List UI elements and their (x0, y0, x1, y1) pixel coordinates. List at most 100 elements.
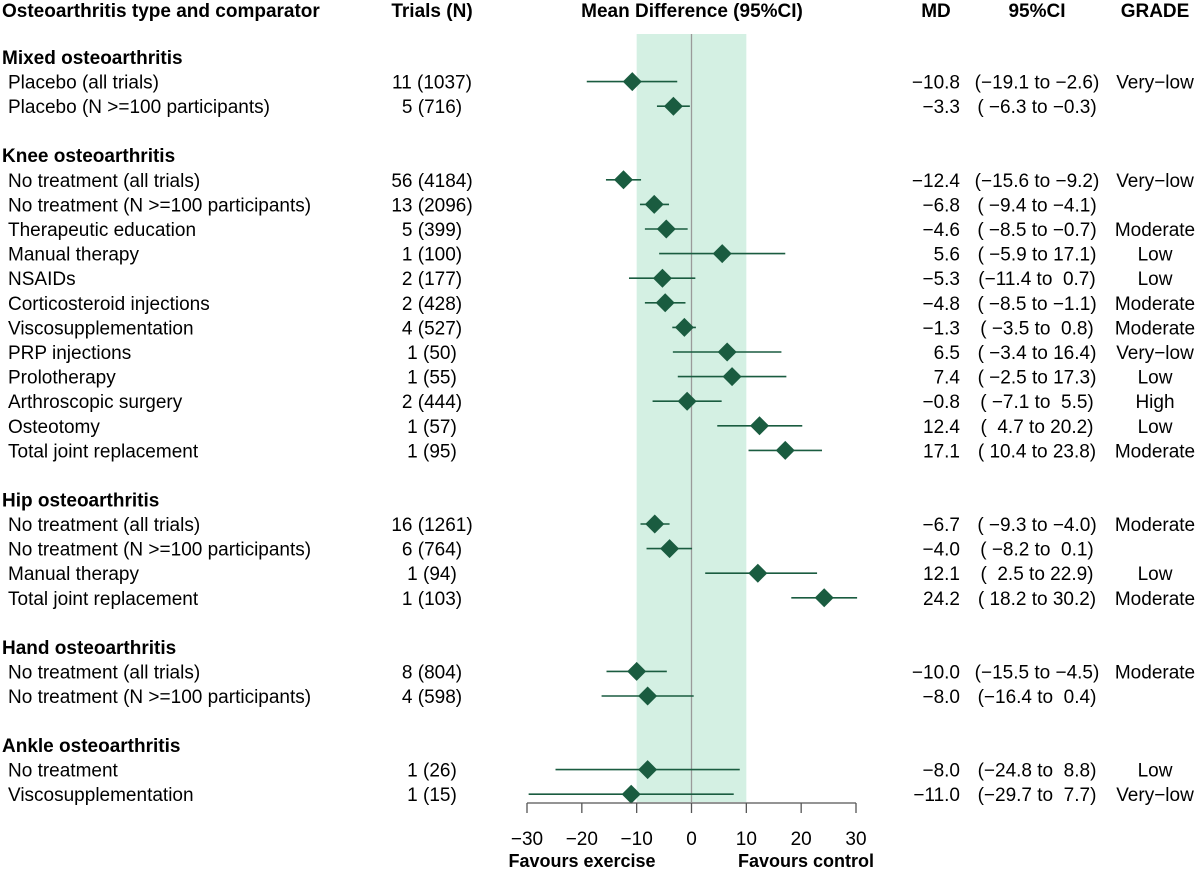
comparator-label: No treatment (N >=100 participants) (8, 687, 311, 708)
md-value: 12.4 (923, 417, 960, 438)
ci-value: ( −8.2 to 0.1) (980, 540, 1094, 561)
md-value: −3.3 (922, 97, 960, 118)
comparator-label: NSAIDs (8, 269, 76, 290)
comparator-label: PRP injections (8, 343, 131, 364)
ci-value: ( 2.5 to 22.9) (980, 564, 1093, 585)
comparator-label: Manual therapy (8, 245, 139, 266)
ci-value: (−16.4 to 0.4) (978, 687, 1097, 708)
ci-value: (−15.6 to −9.2) (975, 171, 1100, 192)
estimate-diamond (674, 317, 694, 337)
estimate-diamond (638, 760, 658, 780)
comparator-label: Manual therapy (8, 564, 139, 585)
md-value: 6.5 (934, 343, 960, 364)
trials-count: 1 (15) (407, 785, 457, 806)
grade-value: Very−low (1116, 171, 1194, 192)
ci-value: ( −3.5 to 0.8) (980, 318, 1094, 339)
group-heading: Mixed osteoarthritis (2, 48, 183, 69)
comparator-label: No treatment (8, 761, 119, 782)
ci-value: ( −2.5 to 17.3) (978, 368, 1097, 389)
trials-count: 1 (57) (407, 417, 457, 438)
grade-value: Moderate (1115, 515, 1195, 536)
grade-value: Low (1138, 761, 1173, 782)
header-forest: Mean Difference (95%CI) (581, 1, 803, 22)
grade-value: Moderate (1115, 662, 1195, 683)
group-heading: Hand osteoarthritis (2, 638, 176, 659)
ci-value: ( −8.5 to −1.1) (977, 294, 1096, 315)
ci-value: ( −5.9 to 17.1) (978, 245, 1097, 266)
header-trials: Trials (N) (391, 1, 472, 22)
trials-count: 5 (716) (402, 97, 462, 118)
x-tick-label: 20 (791, 829, 812, 850)
grade-value: Low (1138, 564, 1173, 585)
trials-count: 11 (1037) (392, 73, 472, 94)
trials-count: 1 (100) (402, 245, 462, 266)
trials-count: 1 (94) (407, 564, 457, 585)
grade-value: Low (1138, 269, 1173, 290)
grade-value: Moderate (1115, 318, 1195, 339)
comparator-label: No treatment (all trials) (8, 171, 200, 192)
estimate-diamond (748, 563, 768, 583)
group-heading: Ankle osteoarthritis (2, 736, 180, 757)
ci-value: ( −6.3 to −0.3) (977, 97, 1096, 118)
comparator-label: Arthroscopic surgery (8, 392, 183, 413)
md-value: 12.1 (923, 564, 960, 585)
grade-value: Very−low (1116, 343, 1194, 364)
trials-count: 2 (177) (402, 269, 462, 290)
estimate-diamond (663, 96, 683, 116)
comparator-label: Placebo (all trials) (8, 73, 159, 94)
ci-value: ( −7.1 to 5.5) (980, 392, 1094, 413)
comparator-label: Viscosupplementation (8, 318, 194, 339)
trials-count: 4 (527) (402, 318, 462, 339)
grade-value: Moderate (1115, 220, 1195, 241)
x-tick-label: −30 (511, 829, 543, 850)
comparator-label: No treatment (N >=100 participants) (8, 195, 311, 216)
ci-value: ( −3.4 to 16.4) (978, 343, 1097, 364)
ci-value: ( 4.7 to 20.2) (980, 417, 1093, 438)
estimate-diamond (614, 170, 634, 190)
md-value: −4.8 (922, 294, 960, 315)
md-value: −5.3 (922, 269, 960, 290)
grade-value: Low (1138, 417, 1173, 438)
ci-value: (−19.1 to −2.6) (975, 73, 1100, 94)
grade-value: High (1135, 392, 1174, 413)
trials-count: 1 (50) (407, 343, 457, 364)
comparator-label: No treatment (all trials) (8, 515, 200, 536)
ci-value: ( −9.4 to −4.1) (977, 195, 1096, 216)
ci-value: (−15.5 to −4.5) (975, 662, 1100, 683)
md-value: −0.8 (922, 392, 960, 413)
trials-count: 1 (26) (407, 761, 457, 782)
grade-value: Very−low (1116, 785, 1194, 806)
header-ci: 95%CI (1008, 1, 1065, 22)
estimate-diamond (660, 539, 680, 559)
estimate-diamond (652, 268, 672, 288)
estimate-diamond (656, 219, 676, 239)
trials-count: 8 (804) (402, 662, 462, 683)
ci-value: (−11.4 to 0.7) (978, 269, 1095, 290)
ci-value: ( −8.5 to −0.7) (977, 220, 1096, 241)
md-value: −6.7 (922, 515, 960, 536)
md-value: −6.8 (922, 195, 960, 216)
md-value: −10.0 (912, 662, 960, 683)
header-md: MD (921, 1, 951, 22)
grade-value: Moderate (1115, 441, 1195, 462)
estimate-diamond (655, 293, 675, 313)
ci-value: ( 10.4 to 23.8) (978, 441, 1096, 462)
trials-count: 5 (399) (402, 220, 462, 241)
md-value: −12.4 (912, 171, 961, 192)
group-heading: Hip osteoarthritis (2, 490, 159, 511)
trials-count: 1 (103) (402, 589, 462, 610)
estimate-diamond (814, 588, 834, 608)
md-value: −10.8 (912, 73, 960, 94)
md-value: −1.3 (922, 318, 960, 339)
header-comparator: Osteoarthritis type and comparator (2, 1, 320, 22)
x-tick-label: 0 (686, 829, 697, 850)
estimate-diamond (775, 440, 795, 460)
favours-control-label: Favours control (738, 851, 874, 870)
comparator-label: Osteotomy (8, 417, 100, 438)
comparator-label: Total joint replacement (8, 441, 199, 462)
trials-count: 2 (428) (402, 294, 462, 315)
md-value: −11.0 (913, 785, 960, 806)
md-value: −8.0 (922, 687, 960, 708)
md-value: 24.2 (923, 589, 960, 610)
ci-value: (−24.8 to 8.8) (978, 761, 1097, 782)
